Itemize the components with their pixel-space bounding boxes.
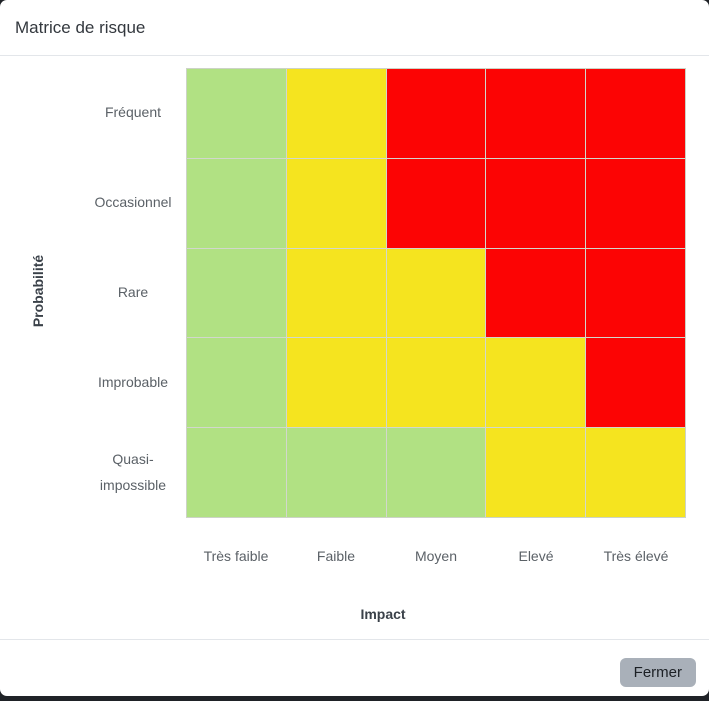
x-axis-labels: Très faible Faible Moyen Elevé Très élevé — [186, 548, 686, 564]
x-axis-label-4: Très élevé — [603, 548, 669, 564]
matrix-cell-r1-c0 — [187, 158, 286, 248]
y-axis-title: Probabilité — [30, 254, 46, 328]
matrix-cell-r4-c2 — [386, 428, 486, 517]
matrix-cell-r1-c3 — [486, 158, 586, 248]
dialog-footer: Fermer — [0, 639, 709, 696]
matrix-cell-r1-c2 — [386, 158, 486, 248]
matrix-cell-r4-c3 — [486, 428, 586, 517]
x-axis-label-0: Très faible — [203, 548, 269, 564]
matrix-cell-r0-c1 — [286, 69, 386, 158]
matrix-cell-r4-c1 — [286, 428, 386, 517]
matrix-cell-r3-c0 — [187, 338, 286, 428]
y-axis-label-3: Improbable — [97, 374, 169, 391]
close-button[interactable]: Fermer — [619, 658, 696, 687]
matrix-grid — [186, 68, 686, 518]
matrix-cell-r2-c0 — [187, 248, 286, 338]
y-axis-labels: Fréquent Occasionnel Rare Improbable Quasi-i… — [80, 68, 186, 518]
matrix-cell-r2-c3 — [486, 248, 586, 338]
matrix-cell-r2-c4 — [586, 248, 685, 338]
matrix-cell-r1-c1 — [286, 158, 386, 248]
matrix-cell-r0-c4 — [586, 69, 685, 158]
y-axis-label-2: Rare — [117, 284, 149, 301]
x-axis-title: Impact — [360, 606, 406, 622]
matrix-cell-r2-c1 — [286, 248, 386, 338]
matrix-cell-r4-c0 — [187, 428, 286, 517]
matrix-cell-r3-c3 — [486, 338, 586, 428]
matrix-cell-r3-c2 — [386, 338, 486, 428]
matrix-cell-r0-c2 — [386, 69, 486, 158]
dialog-header: Matrice de risque — [0, 0, 709, 56]
y-axis-label-0: Fréquent — [104, 104, 162, 121]
matrix-cell-r0-c0 — [187, 69, 286, 158]
dialog-title: Matrice de risque — [15, 17, 146, 37]
matrix-cell-r4-c4 — [586, 428, 685, 517]
matrix-cell-r0-c3 — [486, 69, 586, 158]
x-axis-label-1: Faible — [316, 548, 356, 564]
matrix-cell-r3-c4 — [586, 338, 685, 428]
matrix-cell-r2-c2 — [386, 248, 486, 338]
y-axis-label-1: Occasionnel — [94, 194, 172, 211]
x-axis-label-2: Moyen — [414, 548, 458, 564]
x-axis-label-3: Elevé — [518, 548, 554, 564]
matrix-cell-r3-c1 — [286, 338, 386, 428]
y-axis-label-4: Quasi-impossible — [99, 451, 167, 493]
matrix-cell-r1-c4 — [586, 158, 685, 248]
